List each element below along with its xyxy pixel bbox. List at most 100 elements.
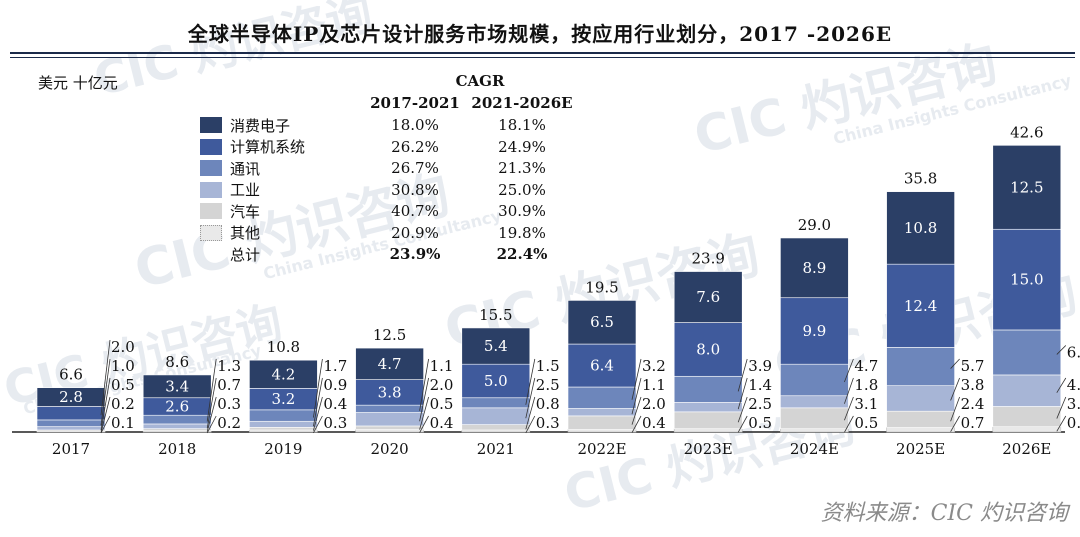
bar-segment [886, 427, 955, 433]
bar-segment-label: 1.7 [323, 357, 347, 375]
bar-segment [355, 404, 424, 413]
bar-segment [142, 428, 212, 431]
bar-segment-label: 0.5 [854, 414, 878, 432]
leader-line [100, 377, 111, 431]
bar-segment-label: 2.0 [111, 338, 135, 356]
cagr-col1-header: 2017-2021 [370, 94, 460, 112]
cagr-value: 30.9% [498, 202, 546, 220]
bar-segment [461, 429, 531, 433]
leader-line [525, 358, 536, 405]
bar-segment [992, 374, 1062, 407]
legend-item: 工业 [200, 180, 380, 200]
bar-segment-label: 8.9 [802, 259, 826, 277]
bar-segment [355, 429, 424, 433]
leader-line [419, 358, 429, 411]
leader-line [844, 415, 854, 433]
leader-line [419, 377, 429, 422]
bar-segment-label: 12.4 [904, 297, 937, 315]
bar-segment [567, 343, 637, 388]
legend-label: 计算机系统 [230, 138, 306, 156]
bar-segment [992, 426, 1062, 433]
title-rule [10, 57, 1075, 58]
bar-segment-label: 3.2 [271, 390, 295, 408]
bar-segment [673, 411, 743, 429]
cagr-value: 25.0% [498, 180, 546, 199]
bar-segment-label: 0.8 [1067, 414, 1080, 432]
bar-segment [886, 191, 955, 265]
bar-segment-label: 8.0 [696, 340, 720, 358]
legend-label: 工业 [230, 181, 261, 199]
legend-swatch [200, 181, 222, 198]
bar-segment [673, 402, 743, 413]
bar-segment-label: 2.0 [430, 376, 454, 394]
bar-segment [461, 407, 531, 425]
leader-line [737, 377, 748, 410]
x-tick-label: 2023E [684, 440, 733, 458]
bar-segment-label: 2.5 [748, 395, 772, 413]
leader-line [631, 377, 642, 415]
bar-segment [673, 428, 743, 433]
x-tick-label: 2018 [158, 440, 196, 458]
bar-segment [355, 379, 424, 406]
bar-segment [36, 426, 106, 431]
bar-segment [780, 428, 849, 433]
bar-segment-label: 5.7 [961, 357, 985, 375]
bar-segment-label: 1.3 [217, 357, 241, 375]
bar-segment-label: 0.1 [111, 414, 135, 432]
bar-segment-label: 0.2 [217, 414, 241, 432]
leader-line [206, 377, 217, 429]
bar-segment-label: 2.6 [165, 397, 189, 415]
leader-line [100, 396, 111, 433]
bar-total-label: 8.6 [165, 353, 189, 371]
leader-line [631, 415, 642, 433]
bar-total-label: 15.5 [479, 306, 512, 324]
bar-segment [886, 385, 955, 412]
bar-segment [567, 429, 637, 433]
bar-segment-label: 0.5 [430, 395, 454, 413]
bar-total-label: 35.8 [904, 170, 937, 188]
bar-segment-label: 3.8 [961, 376, 985, 394]
bar-segment-label: 0.7 [217, 376, 241, 394]
leader-line [313, 358, 323, 418]
bar-segment-label: 6.4 [590, 357, 614, 375]
legend-swatch [200, 160, 222, 176]
cagr-value: 21.3% [498, 159, 546, 177]
bar-total-label: 42.6 [1010, 123, 1043, 141]
legend-item: 计算机系统 [200, 137, 380, 157]
legend-swatch [200, 203, 222, 219]
bar-segment-label: 4.7 [854, 357, 878, 375]
cagr-value: 19.8% [498, 223, 546, 242]
bar-segment [780, 395, 849, 409]
bar-segment-label: 0.5 [748, 414, 772, 432]
bar-segment-label: 15.0 [1010, 271, 1043, 289]
legend-item: 其他 [200, 223, 380, 243]
leader-line [313, 396, 323, 431]
bar-segment-label: 1.0 [111, 357, 135, 375]
legend-label: 其他 [230, 224, 261, 242]
bar-segment-label: 3.1 [854, 395, 878, 413]
x-tick-label: 2017 [52, 440, 90, 458]
leader-line [1056, 396, 1067, 419]
bar-segment-label: 6.7 [1067, 343, 1080, 361]
bar-segment-label: 4.7 [1067, 376, 1080, 394]
leader-line [1056, 415, 1067, 432]
bar-segment [567, 386, 637, 409]
bar-segment-label: 0.8 [536, 395, 560, 413]
leader-line [100, 415, 111, 434]
leader-line [525, 377, 536, 419]
bar-segment-label: 0.2 [111, 395, 135, 413]
cagr-total-value: 23.9% [389, 245, 441, 263]
bar-segment-label: 0.7 [961, 414, 985, 432]
leader-line [1056, 377, 1067, 393]
bar-segment-label: 1.4 [748, 376, 772, 394]
source-note: 资料来源：CIC 灼识咨询 [820, 501, 1068, 526]
bar-segment-label: 2.5 [536, 376, 560, 394]
bar-segment-label: 0.4 [323, 395, 347, 413]
bar-segment [992, 145, 1062, 230]
bar-segment-label: 0.9 [323, 376, 347, 394]
bar-segment-label: 0.3 [217, 395, 241, 413]
bar-segment-label: 0.4 [642, 414, 666, 432]
bar-segment-label: 5.4 [484, 337, 508, 355]
bar-segment [249, 429, 318, 433]
leader-line [1056, 345, 1067, 355]
